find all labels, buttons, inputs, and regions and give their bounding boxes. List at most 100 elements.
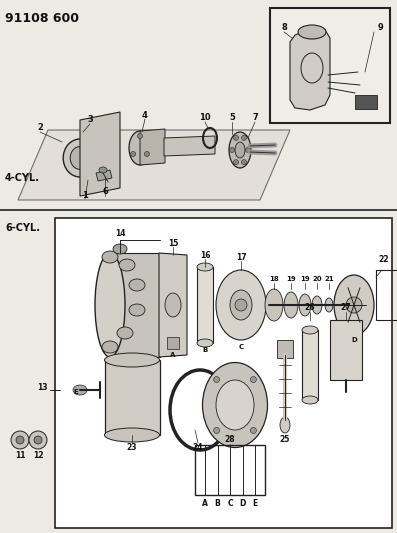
Ellipse shape: [63, 139, 97, 177]
Ellipse shape: [229, 132, 251, 168]
Circle shape: [229, 148, 235, 152]
Text: A: A: [170, 352, 176, 358]
Circle shape: [251, 376, 256, 383]
Ellipse shape: [104, 353, 160, 367]
Polygon shape: [167, 337, 179, 349]
Ellipse shape: [95, 253, 125, 357]
Bar: [355, 95, 377, 109]
Ellipse shape: [117, 327, 133, 339]
Text: A: A: [202, 498, 208, 507]
Polygon shape: [164, 136, 215, 156]
Ellipse shape: [302, 396, 318, 404]
Circle shape: [29, 431, 47, 449]
Bar: [270, 8, 390, 123]
Text: 6: 6: [102, 188, 108, 197]
Circle shape: [235, 299, 247, 311]
Ellipse shape: [197, 339, 213, 347]
Text: D: D: [351, 337, 357, 343]
Text: 13: 13: [37, 384, 47, 392]
Text: 8: 8: [281, 23, 287, 33]
Circle shape: [34, 436, 42, 444]
Text: 25: 25: [280, 435, 290, 445]
Text: 18: 18: [269, 276, 279, 282]
Text: B: B: [202, 347, 208, 353]
Ellipse shape: [197, 263, 213, 271]
Text: 14: 14: [115, 229, 125, 238]
Ellipse shape: [102, 341, 118, 353]
Ellipse shape: [230, 290, 252, 320]
Polygon shape: [80, 112, 120, 196]
Polygon shape: [18, 130, 290, 200]
Text: 7: 7: [252, 114, 258, 123]
Ellipse shape: [284, 292, 298, 318]
Ellipse shape: [102, 251, 118, 263]
Polygon shape: [96, 170, 112, 181]
Text: 28: 28: [225, 435, 235, 445]
Circle shape: [214, 376, 220, 383]
Text: 12: 12: [33, 450, 43, 459]
Text: 10: 10: [199, 114, 211, 123]
Circle shape: [241, 135, 247, 140]
Text: 21: 21: [324, 276, 334, 282]
Circle shape: [241, 159, 247, 165]
Text: 6-CYL.: 6-CYL.: [5, 223, 40, 233]
Text: 27: 27: [341, 303, 351, 312]
Text: 9: 9: [377, 23, 383, 33]
Polygon shape: [110, 253, 160, 357]
Bar: [55, 218, 392, 528]
Text: 23: 23: [127, 442, 137, 451]
Ellipse shape: [99, 167, 107, 173]
Text: 26: 26: [305, 303, 315, 312]
Text: 17: 17: [236, 253, 246, 262]
Text: 3: 3: [87, 116, 93, 125]
Text: 22: 22: [379, 255, 389, 264]
Ellipse shape: [129, 131, 151, 165]
Circle shape: [145, 151, 149, 157]
Ellipse shape: [70, 147, 90, 169]
Ellipse shape: [334, 275, 374, 335]
Ellipse shape: [104, 428, 160, 442]
Ellipse shape: [298, 25, 326, 39]
Ellipse shape: [325, 298, 333, 312]
Ellipse shape: [235, 142, 245, 158]
Ellipse shape: [202, 362, 268, 448]
Text: C: C: [227, 498, 233, 507]
Text: 4: 4: [142, 110, 148, 119]
Ellipse shape: [113, 244, 127, 254]
Bar: [302, 330, 318, 400]
Bar: [197, 267, 213, 343]
Ellipse shape: [312, 296, 322, 314]
Text: B: B: [215, 498, 220, 507]
Text: 24: 24: [193, 442, 203, 451]
Circle shape: [131, 151, 135, 157]
Text: E: E: [73, 389, 78, 395]
Text: E: E: [252, 498, 258, 507]
Ellipse shape: [216, 270, 266, 340]
Text: 20: 20: [312, 276, 322, 282]
Text: 1: 1: [82, 190, 88, 199]
Text: C: C: [239, 344, 244, 350]
Ellipse shape: [299, 294, 311, 316]
Circle shape: [214, 427, 220, 433]
Circle shape: [11, 431, 29, 449]
Text: 91108 600: 91108 600: [5, 12, 79, 25]
Bar: [195, 445, 265, 495]
Text: 5: 5: [229, 114, 235, 123]
Circle shape: [251, 427, 256, 433]
Bar: [330, 320, 362, 380]
Ellipse shape: [302, 326, 318, 334]
Circle shape: [233, 159, 239, 165]
Ellipse shape: [280, 417, 290, 433]
Ellipse shape: [216, 380, 254, 430]
Bar: [105, 360, 160, 435]
Text: 11: 11: [15, 450, 25, 459]
Ellipse shape: [129, 304, 145, 316]
Circle shape: [245, 148, 251, 152]
Circle shape: [16, 436, 24, 444]
Text: 16: 16: [200, 251, 210, 260]
Circle shape: [346, 297, 362, 313]
Ellipse shape: [129, 279, 145, 291]
Circle shape: [233, 135, 239, 140]
Polygon shape: [140, 129, 165, 165]
Bar: [277, 340, 293, 358]
